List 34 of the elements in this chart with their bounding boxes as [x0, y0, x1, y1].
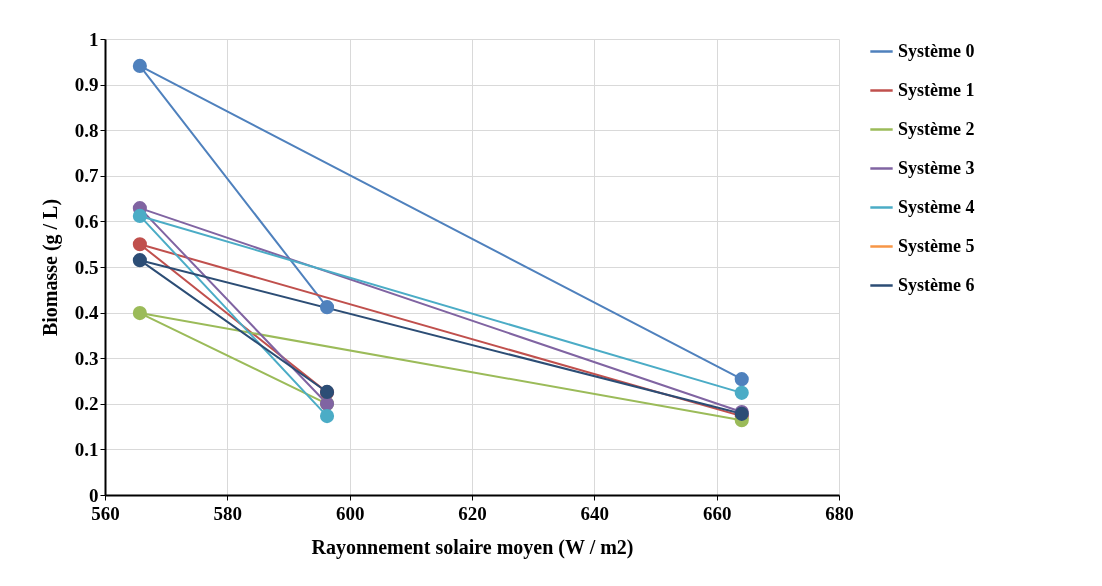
- x-tick-label: 680: [825, 502, 854, 524]
- legend-label: Système 1: [898, 79, 975, 100]
- x-tick-label: 620: [458, 502, 487, 524]
- y-tick-label: 0.3: [74, 347, 99, 369]
- y-tick-label: 0.9: [74, 74, 99, 96]
- y-tick-label: 0.4: [74, 302, 99, 324]
- x-tick-label: 660: [702, 502, 732, 524]
- x-tick-label: 580: [213, 502, 243, 524]
- legend-label: Système 4: [898, 196, 975, 217]
- point: [319, 300, 335, 315]
- y-tick-label: 0.8: [74, 119, 99, 141]
- point: [734, 385, 749, 400]
- point: [132, 306, 147, 321]
- legend-label: Système 6: [898, 274, 975, 295]
- y-tick-label: 1: [89, 28, 99, 50]
- legend-label: Système 5: [898, 235, 975, 256]
- x-tick-label: 600: [335, 502, 365, 524]
- y-tick-label: 0.5: [74, 256, 99, 278]
- y-axis-title: Biomasse (g / L): [38, 198, 62, 337]
- y-tick-label: 0.2: [74, 393, 99, 415]
- y-tick-label: 0.7: [74, 165, 99, 187]
- legend-label: Système 3: [898, 157, 975, 178]
- y-tick-label: 0.6: [74, 210, 99, 232]
- point: [132, 58, 147, 73]
- legend-label: Système 2: [898, 118, 975, 139]
- point: [132, 208, 147, 223]
- x-axis-title: Rayonnement solaire moyen (W / m2): [311, 535, 634, 559]
- point: [319, 409, 335, 424]
- y-tick-label: 0.1: [74, 438, 99, 460]
- point: [132, 253, 147, 268]
- point: [734, 372, 749, 387]
- point: [132, 237, 147, 252]
- legend-label: Système 0: [898, 40, 975, 61]
- x-tick-label: 640: [580, 502, 610, 524]
